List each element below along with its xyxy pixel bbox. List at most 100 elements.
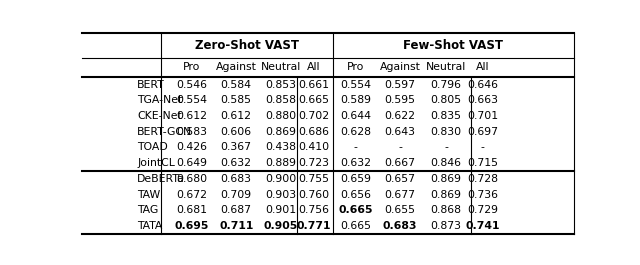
Text: 0.869: 0.869 — [431, 174, 461, 184]
Text: Against: Against — [380, 62, 420, 72]
Text: 0.438: 0.438 — [266, 142, 296, 152]
Text: 0.711: 0.711 — [219, 221, 253, 231]
Text: 0.632: 0.632 — [221, 158, 252, 168]
Text: TATA: TATA — [137, 221, 163, 231]
Text: 0.677: 0.677 — [385, 189, 415, 200]
Text: 0.672: 0.672 — [176, 189, 207, 200]
Text: 0.715: 0.715 — [467, 158, 499, 168]
Text: 0.796: 0.796 — [431, 80, 461, 90]
Text: 0.367: 0.367 — [221, 142, 252, 152]
Text: 0.853: 0.853 — [266, 80, 296, 90]
Text: 0.584: 0.584 — [221, 80, 252, 90]
Text: 0.643: 0.643 — [385, 127, 415, 137]
Text: Against: Against — [216, 62, 257, 72]
Text: 0.628: 0.628 — [340, 127, 371, 137]
Text: 0.846: 0.846 — [431, 158, 461, 168]
Text: Few-Shot VAST: Few-Shot VAST — [403, 39, 503, 52]
Text: 0.622: 0.622 — [385, 111, 415, 121]
Text: 0.644: 0.644 — [340, 111, 371, 121]
Text: 0.554: 0.554 — [340, 80, 371, 90]
Text: JointCL: JointCL — [137, 158, 175, 168]
Text: Pro: Pro — [347, 62, 364, 72]
Text: -: - — [353, 142, 357, 152]
Text: 0.835: 0.835 — [431, 111, 461, 121]
Text: TAW: TAW — [137, 189, 160, 200]
Text: 0.589: 0.589 — [340, 95, 371, 105]
Text: 0.665: 0.665 — [340, 221, 371, 231]
Text: 0.646: 0.646 — [467, 80, 499, 90]
Text: 0.659: 0.659 — [340, 174, 371, 184]
Text: 0.687: 0.687 — [221, 205, 252, 215]
Text: 0.597: 0.597 — [385, 80, 415, 90]
Text: DeBERTa: DeBERTa — [137, 174, 185, 184]
Text: 0.709: 0.709 — [221, 189, 252, 200]
Text: 0.655: 0.655 — [385, 205, 415, 215]
Text: 0.683: 0.683 — [383, 221, 417, 231]
Text: 0.873: 0.873 — [431, 221, 461, 231]
Text: 0.869: 0.869 — [431, 189, 461, 200]
Text: 0.741: 0.741 — [465, 221, 500, 231]
Text: 0.595: 0.595 — [385, 95, 415, 105]
Text: 0.702: 0.702 — [298, 111, 330, 121]
Text: 0.905: 0.905 — [264, 221, 298, 231]
Text: 0.729: 0.729 — [467, 205, 499, 215]
Text: 0.728: 0.728 — [467, 174, 499, 184]
Text: 0.760: 0.760 — [298, 189, 330, 200]
Text: TOAD: TOAD — [137, 142, 168, 152]
Text: 0.649: 0.649 — [176, 158, 207, 168]
Text: 0.606: 0.606 — [221, 127, 252, 137]
Text: 0.830: 0.830 — [431, 127, 461, 137]
Text: 0.612: 0.612 — [221, 111, 252, 121]
Text: 0.858: 0.858 — [266, 95, 296, 105]
Text: Zero-Shot VAST: Zero-Shot VAST — [195, 39, 299, 52]
Text: 0.903: 0.903 — [266, 189, 296, 200]
Text: 0.554: 0.554 — [176, 95, 207, 105]
Text: 0.697: 0.697 — [467, 127, 499, 137]
Text: 0.612: 0.612 — [176, 111, 207, 121]
Text: 0.736: 0.736 — [467, 189, 499, 200]
Text: 0.546: 0.546 — [176, 80, 207, 90]
Text: 0.680: 0.680 — [176, 174, 207, 184]
Text: 0.868: 0.868 — [431, 205, 461, 215]
Text: TAG: TAG — [137, 205, 158, 215]
Text: 0.663: 0.663 — [467, 95, 499, 105]
Text: All: All — [307, 62, 321, 72]
Text: 0.723: 0.723 — [299, 158, 330, 168]
Text: 0.410: 0.410 — [298, 142, 330, 152]
Text: All: All — [476, 62, 490, 72]
Text: 0.756: 0.756 — [299, 205, 330, 215]
Text: 0.583: 0.583 — [176, 127, 207, 137]
Text: 0.686: 0.686 — [299, 127, 330, 137]
Text: 0.657: 0.657 — [385, 174, 415, 184]
Text: 0.901: 0.901 — [266, 205, 296, 215]
Text: 0.661: 0.661 — [299, 80, 330, 90]
Text: 0.585: 0.585 — [221, 95, 252, 105]
Text: 0.805: 0.805 — [431, 95, 461, 105]
Text: CKE-Net: CKE-Net — [137, 111, 182, 121]
Text: 0.880: 0.880 — [266, 111, 296, 121]
Text: 0.656: 0.656 — [340, 189, 371, 200]
Text: 0.632: 0.632 — [340, 158, 371, 168]
Text: 0.695: 0.695 — [175, 221, 209, 231]
Text: 0.665: 0.665 — [338, 205, 372, 215]
Text: -: - — [481, 142, 484, 152]
Text: 0.771: 0.771 — [297, 221, 332, 231]
Text: 0.755: 0.755 — [299, 174, 330, 184]
Text: 0.889: 0.889 — [266, 158, 296, 168]
Text: 0.701: 0.701 — [467, 111, 499, 121]
Text: Pro: Pro — [183, 62, 200, 72]
Text: 0.900: 0.900 — [265, 174, 296, 184]
Text: BERT: BERT — [137, 80, 164, 90]
Text: 0.665: 0.665 — [299, 95, 330, 105]
Text: 0.681: 0.681 — [176, 205, 207, 215]
Text: 0.426: 0.426 — [176, 142, 207, 152]
Text: Neutral: Neutral — [260, 62, 301, 72]
Text: TGA-Net: TGA-Net — [137, 95, 182, 105]
Text: Neutral: Neutral — [426, 62, 466, 72]
Text: 0.869: 0.869 — [266, 127, 296, 137]
Text: BERT-GCN: BERT-GCN — [137, 127, 192, 137]
Text: -: - — [398, 142, 402, 152]
Text: 0.683: 0.683 — [221, 174, 252, 184]
Text: 0.667: 0.667 — [385, 158, 415, 168]
Text: -: - — [444, 142, 448, 152]
